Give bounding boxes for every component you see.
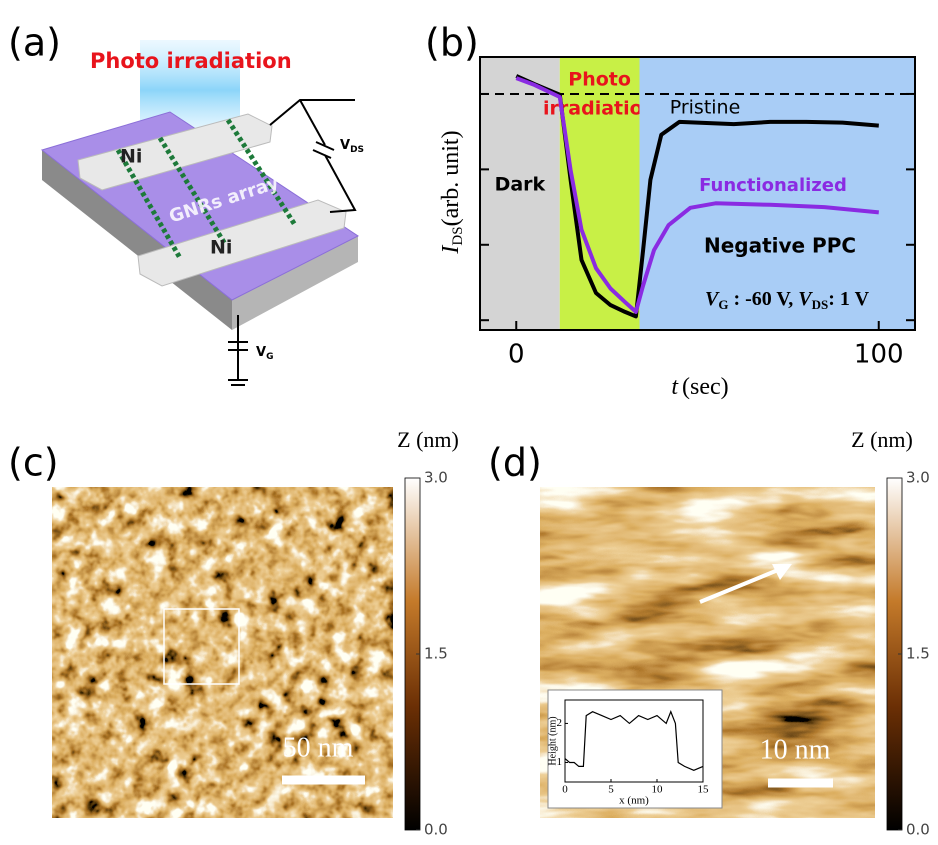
y-axis-label: Height (nm) — [547, 716, 558, 765]
x-tick-label: 15 — [698, 784, 710, 796]
text: (arb. unit) — [438, 130, 464, 226]
x-tick-label: 100 — [854, 340, 904, 370]
x-tick-label: 10 — [652, 784, 664, 796]
subscript: DS — [350, 145, 364, 155]
subscript: DS — [812, 297, 829, 312]
x-tick-label: 5 — [608, 784, 614, 796]
y-axis-label: IDS(arb. unit) — [438, 130, 467, 254]
x-axis-label: t(sec) — [671, 374, 728, 400]
panel-label: (b) — [425, 21, 479, 65]
text: : -60 V, — [728, 288, 798, 310]
panel-label: (a) — [8, 21, 61, 65]
colorbar-title: Z (nm) — [397, 427, 459, 452]
colorbar-title: Z (nm) — [851, 427, 913, 452]
electrode-label: Ni — [120, 146, 142, 168]
subscript: DS — [450, 226, 466, 245]
electrode-label: Ni — [210, 237, 232, 259]
panel-label: (c) — [8, 441, 59, 485]
symbol: V — [256, 345, 266, 360]
series-label: Pristine — [670, 97, 741, 119]
inset-background — [548, 690, 722, 808]
colorbar-tick-label: 0.0 — [424, 821, 448, 839]
scale-bar-label: 10 nm — [760, 734, 831, 765]
subscript: G — [266, 352, 273, 362]
symbol: t — [671, 374, 679, 400]
colorbar-tick-label: 3.0 — [906, 469, 930, 487]
region-label: Dark — [495, 174, 546, 196]
symbol: V — [340, 138, 350, 153]
colorbar-tick-label: 1.5 — [424, 645, 448, 663]
annotation: Negative PPC — [704, 234, 856, 258]
colorbar-tick-label: 0.0 — [906, 821, 930, 839]
scale-bar-label: 50 nm — [283, 732, 354, 763]
colorbar-tick-label: 3.0 — [424, 469, 448, 487]
vg-label: VG — [256, 345, 273, 362]
page: (a) (b) (c) (d) Photo irradiation Ni — [0, 0, 938, 845]
conditions: VG : -60 V, VDS: 1 V — [705, 288, 870, 312]
afm-image — [52, 487, 393, 818]
text: : 1 V — [828, 288, 869, 310]
x-tick-label: 0 — [562, 784, 568, 796]
subscript: G — [718, 297, 728, 312]
figure: (a) (b) (c) (d) Photo irradiation Ni — [0, 0, 938, 845]
panel-label: (d) — [488, 441, 542, 485]
unit: (sec) — [682, 374, 729, 400]
vds-label: VDS — [340, 138, 364, 155]
irradiation-label: Photo irradiation — [90, 49, 292, 73]
x-tick-label: 0 — [508, 340, 525, 370]
x-axis-label: x (nm) — [619, 795, 649, 807]
colorbar-tick-label: 1.5 — [906, 645, 930, 663]
series-label: Functionalized — [699, 175, 847, 196]
region-label: Photo — [568, 69, 631, 91]
